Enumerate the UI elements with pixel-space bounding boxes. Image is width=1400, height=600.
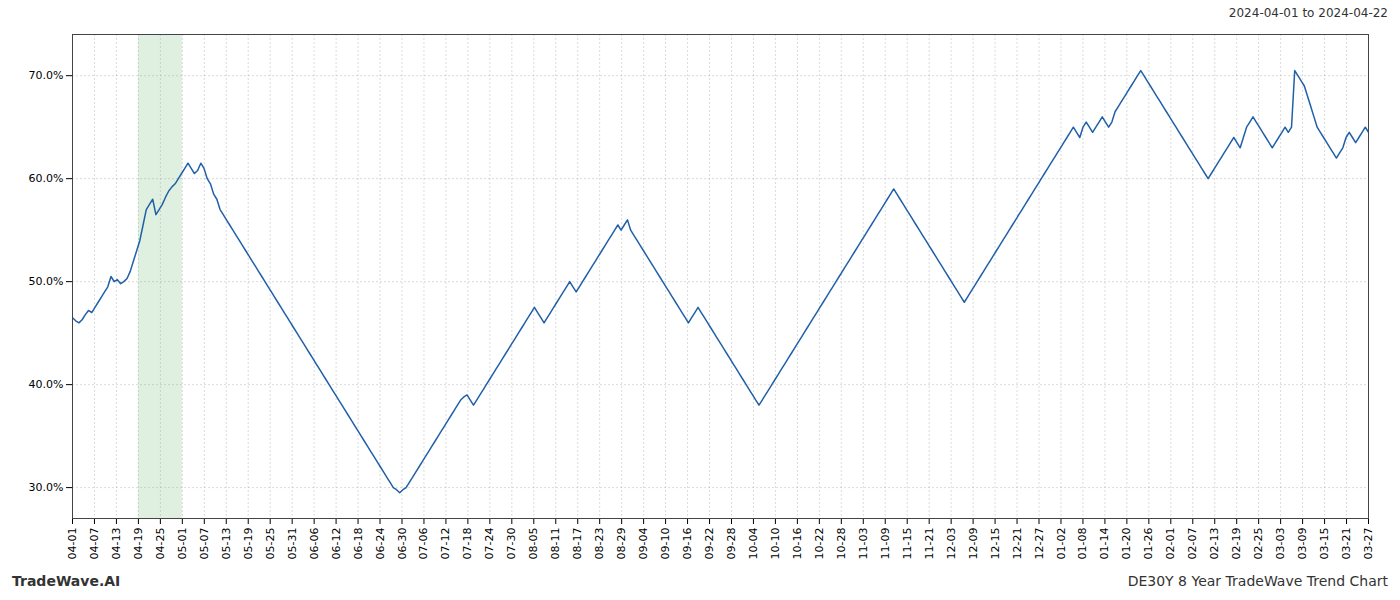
svg-text:10-16: 10-16 (791, 528, 804, 560)
svg-text:01-08: 01-08 (1076, 528, 1089, 560)
svg-text:01-26: 01-26 (1142, 528, 1155, 560)
svg-text:12-03: 12-03 (945, 528, 958, 560)
svg-text:08-23: 08-23 (593, 528, 606, 560)
svg-text:12-09: 12-09 (967, 528, 980, 560)
svg-text:10-28: 10-28 (835, 528, 848, 560)
svg-text:03-15: 03-15 (1318, 528, 1331, 560)
svg-text:10-10: 10-10 (769, 528, 782, 560)
svg-text:60.0%: 60.0% (29, 172, 64, 185)
svg-text:05-07: 05-07 (198, 528, 211, 560)
svg-text:03-03: 03-03 (1274, 528, 1287, 560)
svg-text:07-24: 07-24 (483, 528, 496, 560)
svg-text:04-25: 04-25 (154, 528, 167, 560)
html-text:DE30Y 8 Year TradeWave Trend C: DE30Y 8 Year TradeWave Trend Chart (1127, 573, 1388, 589)
svg-text:09-28: 09-28 (725, 528, 738, 560)
svg-text:04-01: 04-01 (66, 528, 79, 560)
svg-text:04-07: 04-07 (88, 528, 101, 560)
svg-text:10-04: 10-04 (747, 528, 760, 560)
svg-text:11-09: 11-09 (879, 528, 892, 560)
svg-text:02-01: 02-01 (1164, 528, 1177, 560)
svg-text:11-21: 11-21 (923, 528, 936, 560)
svg-text:06-24: 06-24 (374, 528, 387, 560)
svg-text:06-30: 06-30 (396, 528, 409, 560)
svg-text:40.0%: 40.0% (29, 378, 64, 391)
svg-text:07-18: 07-18 (461, 528, 474, 560)
svg-text:05-25: 05-25 (264, 528, 277, 560)
svg-text:03-27: 03-27 (1362, 528, 1375, 560)
svg-text:02-25: 02-25 (1252, 528, 1265, 560)
svg-text:04-13: 04-13 (110, 528, 123, 560)
svg-text:07-30: 07-30 (505, 528, 518, 560)
svg-text:09-04: 09-04 (637, 528, 650, 560)
svg-text:06-06: 06-06 (308, 528, 321, 560)
svg-text:09-22: 09-22 (703, 528, 716, 560)
svg-text:08-29: 08-29 (615, 528, 628, 560)
svg-text:05-13: 05-13 (220, 528, 233, 560)
svg-text:02-19: 02-19 (1230, 528, 1243, 560)
svg-text:05-01: 05-01 (176, 528, 189, 560)
svg-text:09-10: 09-10 (659, 528, 672, 560)
html-text:TradeWave.AI: TradeWave.AI (12, 573, 121, 589)
svg-text:08-17: 08-17 (571, 528, 584, 560)
svg-text:01-20: 01-20 (1120, 528, 1133, 560)
svg-text:02-07: 02-07 (1186, 528, 1199, 560)
svg-text:06-12: 06-12 (330, 528, 343, 560)
svg-text:01-02: 01-02 (1054, 528, 1067, 560)
svg-text:12-21: 12-21 (1011, 528, 1024, 560)
svg-text:50.0%: 50.0% (29, 275, 64, 288)
svg-text:10-22: 10-22 (813, 528, 826, 560)
svg-text:07-12: 07-12 (439, 528, 452, 560)
svg-text:01-14: 01-14 (1098, 528, 1111, 560)
svg-text:03-09: 03-09 (1296, 528, 1309, 560)
svg-text:08-11: 08-11 (549, 528, 562, 560)
svg-text:30.0%: 30.0% (29, 481, 64, 494)
svg-text:11-03: 11-03 (857, 528, 870, 560)
svg-text:09-16: 09-16 (681, 528, 694, 560)
svg-text:04-19: 04-19 (132, 528, 145, 560)
svg-text:12-27: 12-27 (1033, 528, 1046, 560)
svg-text:11-15: 11-15 (901, 528, 914, 560)
svg-text:06-18: 06-18 (352, 528, 365, 560)
svg-text:70.0%: 70.0% (29, 69, 64, 82)
svg-text:03-21: 03-21 (1340, 528, 1353, 560)
html-text:2024-04-01 to 2024-04-22: 2024-04-01 to 2024-04-22 (1228, 6, 1388, 20)
svg-text:12-15: 12-15 (989, 528, 1002, 560)
svg-text:02-13: 02-13 (1208, 528, 1221, 560)
svg-text:05-31: 05-31 (286, 528, 299, 560)
svg-text:07-06: 07-06 (417, 528, 430, 560)
svg-text:08-05: 08-05 (527, 528, 540, 560)
svg-text:05-19: 05-19 (242, 528, 255, 560)
